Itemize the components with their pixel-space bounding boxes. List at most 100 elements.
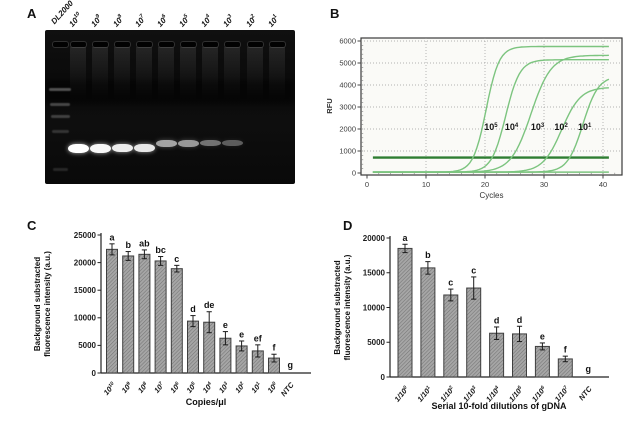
gel-well bbox=[202, 41, 219, 48]
gel-well bbox=[247, 41, 264, 48]
x-category-label: NTC bbox=[577, 384, 594, 402]
bar bbox=[466, 287, 482, 378]
sig-letter: d bbox=[517, 315, 523, 325]
x-axis-title: Cycles bbox=[479, 191, 503, 200]
gel-product-band bbox=[90, 144, 111, 153]
bar bbox=[420, 267, 436, 378]
x-category-label: 104 bbox=[201, 380, 215, 394]
y-tick-label: 0 bbox=[352, 169, 356, 178]
gel-ladder-band bbox=[52, 168, 68, 171]
gel-lane-smear bbox=[92, 47, 108, 99]
x-category-label: 103 bbox=[217, 380, 231, 394]
copies-bar-chart: 0 5000 10000 15000 20000 25000 a 1010 b 109 ab 108 b… bbox=[33, 231, 311, 407]
gel-lane-smear bbox=[70, 47, 86, 99]
amplification-plot: 0 1000 2000 3000 4000 5000 6000 0 10 20 30 40 105 104… bbox=[325, 37, 623, 200]
sig-letter: f bbox=[564, 345, 568, 355]
x-category-label: 101 bbox=[249, 380, 263, 394]
sig-letter: g bbox=[287, 360, 293, 370]
y-tick-label: 6000 bbox=[339, 37, 356, 46]
y-tick-label: 1000 bbox=[339, 147, 356, 156]
gel-lane-label: 101 bbox=[266, 13, 279, 29]
plot-area bbox=[360, 37, 623, 176]
panel-b-label: B bbox=[330, 6, 340, 21]
bar bbox=[443, 294, 459, 378]
gel-lane-smear bbox=[269, 47, 285, 99]
x-category-label: 108 bbox=[136, 380, 150, 394]
sig-letter: ef bbox=[254, 333, 263, 343]
sig-letter: ab bbox=[139, 238, 150, 248]
sig-letter: de bbox=[204, 300, 215, 310]
gel-image bbox=[45, 30, 295, 184]
sig-letter: c bbox=[174, 254, 179, 264]
gel-well bbox=[114, 41, 131, 48]
gel-product-band bbox=[200, 140, 221, 146]
gel-product-band bbox=[222, 140, 243, 146]
y-tick-label: 15000 bbox=[363, 269, 386, 278]
curve-label: 102 bbox=[554, 122, 568, 132]
x-category-label: 1/100 bbox=[392, 384, 410, 403]
x-tick-label: 20 bbox=[481, 180, 489, 189]
gel-lane-smear bbox=[136, 47, 152, 99]
panel-a-label: A bbox=[27, 6, 37, 21]
x-category-label: 100 bbox=[265, 380, 279, 394]
gel-product-band bbox=[112, 144, 133, 152]
y-tick-label: 15000 bbox=[74, 286, 97, 295]
x-axis-title: Copies/μl bbox=[186, 397, 227, 407]
sig-letter: b bbox=[425, 250, 431, 260]
y-tick-label: 5000 bbox=[78, 341, 96, 350]
bar bbox=[187, 320, 199, 374]
gel-product-band bbox=[68, 144, 89, 153]
gel-ladder-band bbox=[49, 88, 71, 91]
x-tick-label: 30 bbox=[540, 180, 548, 189]
gel-lane-label: 107 bbox=[133, 13, 146, 29]
y-tick-label: 10000 bbox=[363, 303, 386, 312]
y-axis-title-line: Background substracted bbox=[333, 260, 342, 354]
gel-lane-label: 102 bbox=[244, 13, 257, 29]
sig-letter: e bbox=[223, 320, 228, 330]
x-category-label: 109 bbox=[120, 380, 134, 394]
x-category-label: 102 bbox=[233, 380, 247, 394]
panel-c-barchart: C 0 5000 10000 15000 20000 25000 a 1010 b 109 ab 10… bbox=[0, 212, 316, 425]
x-tick-label: 40 bbox=[599, 180, 607, 189]
x-category-label: 1010 bbox=[102, 380, 118, 397]
gel-well bbox=[52, 41, 69, 48]
y-tick-label: 0 bbox=[92, 369, 97, 378]
gel-lane-smear bbox=[224, 47, 240, 99]
bar bbox=[106, 248, 118, 374]
x-category-label: 107 bbox=[152, 380, 166, 394]
gel-product-band bbox=[156, 140, 177, 147]
gel-lane-smear bbox=[114, 47, 130, 99]
gel-lane-label: 105 bbox=[177, 13, 190, 29]
sig-letter: g bbox=[585, 364, 591, 374]
gel-well bbox=[158, 41, 175, 48]
curve-label: 104 bbox=[505, 122, 519, 132]
y-axis-title: RFU bbox=[325, 98, 334, 113]
sig-letter: f bbox=[273, 343, 277, 353]
bar bbox=[170, 268, 183, 374]
x-category-label: NTC bbox=[279, 380, 296, 398]
gel-product-band bbox=[178, 140, 199, 147]
y-axis-title-line: fluorescence intensity (a.u.) bbox=[343, 254, 352, 360]
bar bbox=[397, 247, 413, 378]
x-category-label: 105 bbox=[184, 380, 198, 394]
y-tick-label: 10000 bbox=[74, 314, 97, 323]
sig-letter: d bbox=[190, 304, 196, 314]
sig-letter: a bbox=[402, 233, 408, 243]
panel-a-gel: A DL2000 1010 109 108 107 106 105 104 103 102 101 bbox=[0, 0, 316, 212]
y-tick-label: 4000 bbox=[339, 81, 356, 90]
sig-letter: d bbox=[494, 315, 500, 325]
gel-well bbox=[269, 41, 286, 48]
gel-lane-smear bbox=[247, 47, 263, 99]
bar bbox=[154, 260, 167, 374]
gel-lane-smear bbox=[202, 47, 218, 99]
amplification-curve bbox=[372, 78, 610, 173]
gel-lane-label: 103 bbox=[221, 13, 234, 29]
gel-product-band bbox=[134, 144, 155, 152]
gel-lane-label: 108 bbox=[111, 13, 124, 29]
bar bbox=[122, 255, 135, 374]
gel-lane-label: 106 bbox=[155, 13, 168, 29]
y-tick-label: 20000 bbox=[74, 258, 97, 267]
panel-d-barchart: D 0 5000 10000 15000 20000 a 1/100 b 1/101 c 1/102… bbox=[316, 212, 632, 425]
gel-well bbox=[136, 41, 153, 48]
gel-lane-label: 104 bbox=[199, 13, 212, 29]
